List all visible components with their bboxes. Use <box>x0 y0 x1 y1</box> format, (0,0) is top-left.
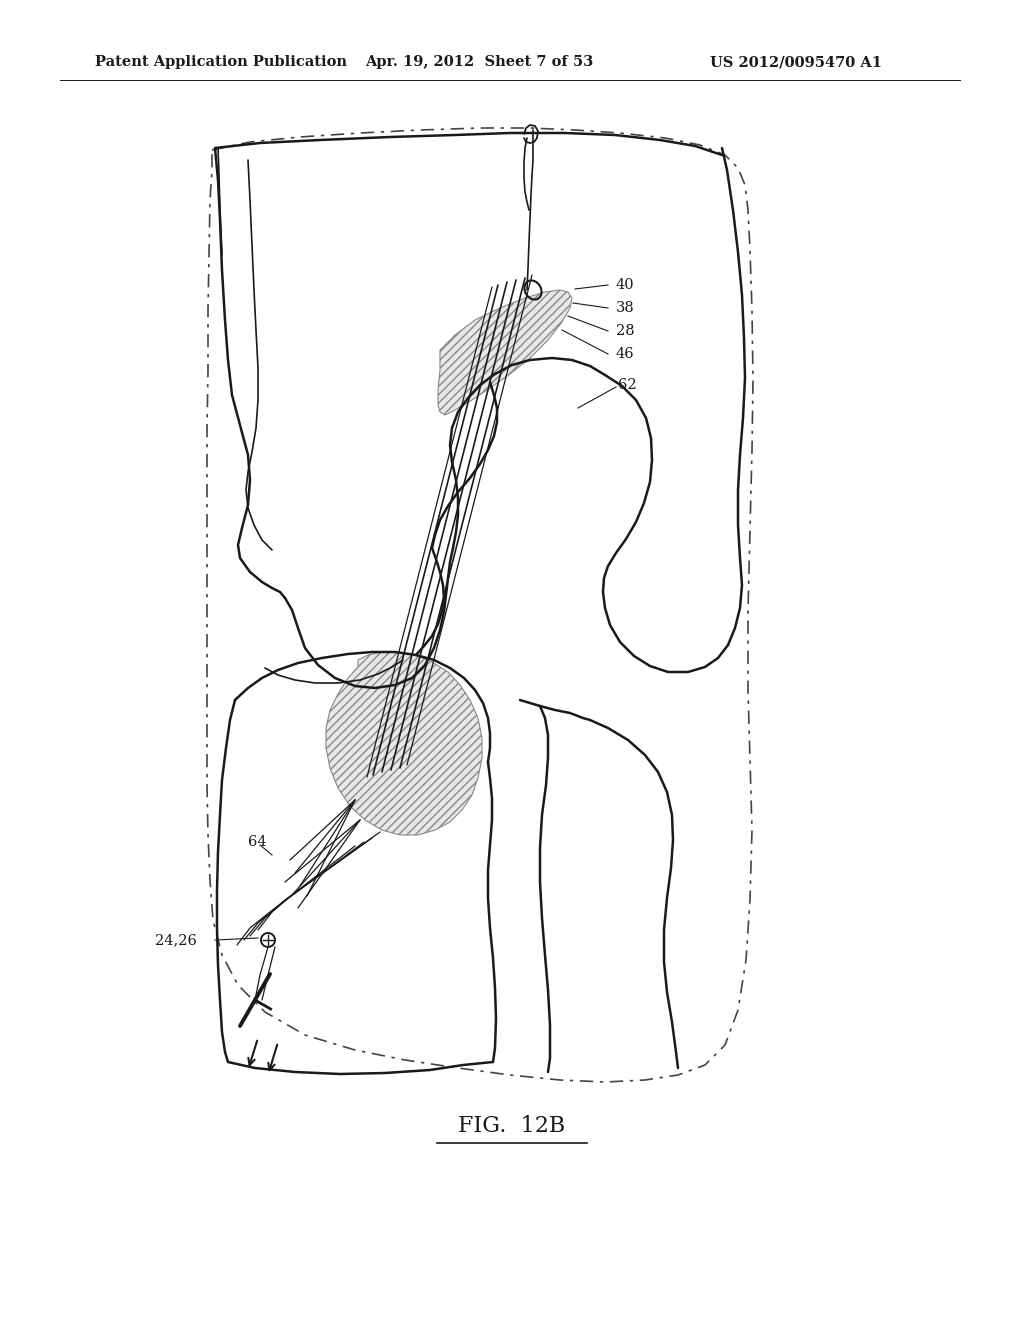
Text: 38: 38 <box>616 301 635 315</box>
Polygon shape <box>326 652 482 836</box>
Text: 46: 46 <box>616 347 635 360</box>
Text: 40: 40 <box>616 279 635 292</box>
Text: 62: 62 <box>618 378 637 392</box>
Text: US 2012/0095470 A1: US 2012/0095470 A1 <box>710 55 882 69</box>
Text: 64: 64 <box>248 836 266 849</box>
Polygon shape <box>438 290 572 414</box>
Text: Apr. 19, 2012  Sheet 7 of 53: Apr. 19, 2012 Sheet 7 of 53 <box>365 55 593 69</box>
Text: Patent Application Publication: Patent Application Publication <box>95 55 347 69</box>
Text: 24,26: 24,26 <box>155 933 197 946</box>
Text: 28: 28 <box>616 323 635 338</box>
Text: FIG.  12B: FIG. 12B <box>459 1115 565 1137</box>
